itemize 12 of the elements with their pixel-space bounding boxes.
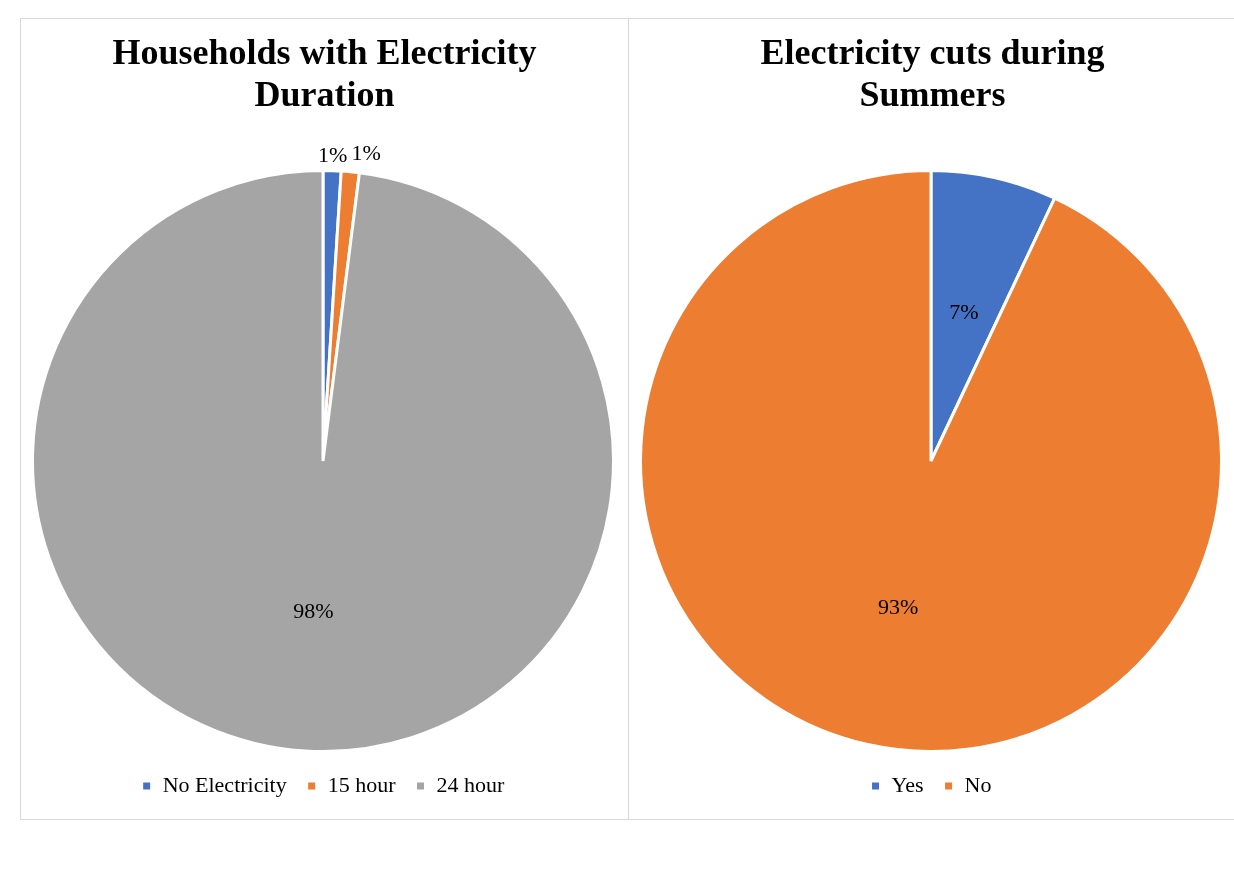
data-label: 93% — [877, 594, 919, 620]
data-label: 1% — [317, 142, 348, 168]
data-label: 7% — [949, 299, 979, 325]
legend-label: No Electricity — [162, 771, 287, 797]
chart-title: Households with Electricity Duration — [111, 31, 538, 116]
legend-label: 15 hour — [327, 771, 397, 797]
data-label: 98% — [293, 597, 334, 623]
chart-title: Electricity cuts during Summers — [759, 31, 1106, 116]
legend-label: 24 hour — [436, 771, 505, 797]
legend-label: No — [964, 771, 992, 797]
legend-label: Yes — [891, 771, 924, 797]
data-label: 1% — [351, 139, 381, 165]
